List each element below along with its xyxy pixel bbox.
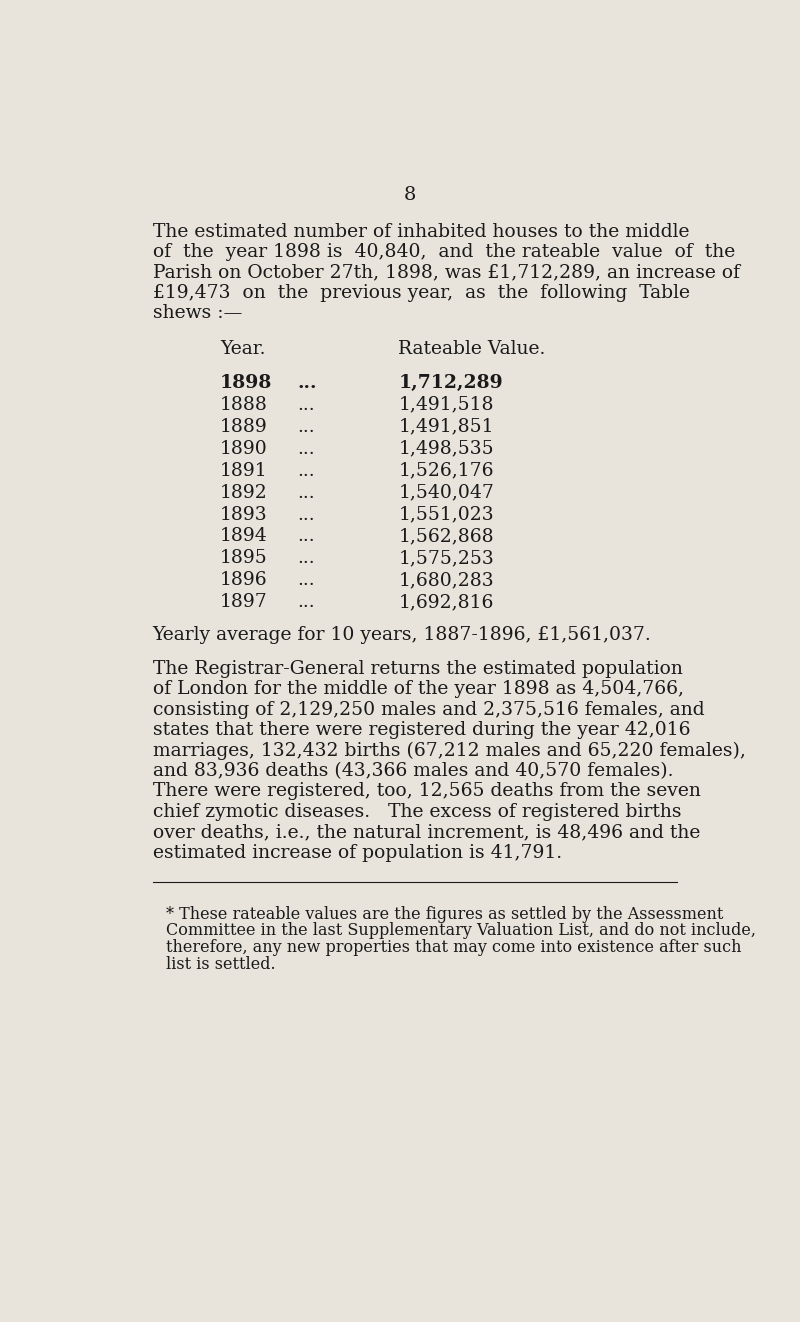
- Text: over deaths, i.e., the natural increment, is 48,496 and the: over deaths, i.e., the natural increment…: [153, 824, 700, 841]
- Text: 1,575,253: 1,575,253: [398, 550, 494, 567]
- Text: 1898: 1898: [220, 374, 273, 391]
- Text: states that there were registered during the year 42,016: states that there were registered during…: [153, 720, 690, 739]
- Text: 1894: 1894: [220, 527, 268, 546]
- Text: ...: ...: [298, 374, 317, 391]
- Text: 1,540,047: 1,540,047: [398, 484, 494, 501]
- Text: 1,526,176: 1,526,176: [398, 461, 494, 480]
- Text: ...: ...: [298, 395, 315, 414]
- Text: ...: ...: [298, 505, 315, 524]
- Text: marriages, 132,432 births (67,212 males and 65,220 females),: marriages, 132,432 births (67,212 males …: [153, 742, 746, 760]
- Text: 1889: 1889: [220, 418, 268, 436]
- Text: 1,491,851: 1,491,851: [398, 418, 494, 436]
- Text: 1890: 1890: [220, 440, 268, 457]
- Text: list is settled.: list is settled.: [166, 956, 275, 973]
- Text: ...: ...: [298, 571, 315, 590]
- Text: £19,473  on  the  previous year,  as  the  following  Table: £19,473 on the previous year, as the fol…: [153, 284, 690, 301]
- Text: There were registered, too, 12,565 deaths from the seven: There were registered, too, 12,565 death…: [153, 783, 701, 800]
- Text: consisting of 2,129,250 males and 2,375,516 females, and: consisting of 2,129,250 males and 2,375,…: [153, 701, 704, 719]
- Text: chief zymotic diseases.   The excess of registered births: chief zymotic diseases. The excess of re…: [153, 802, 682, 821]
- Text: ...: ...: [298, 550, 315, 567]
- Text: of London for the middle of the year 1898 as 4,504,766,: of London for the middle of the year 189…: [153, 681, 684, 698]
- Text: 1,680,283: 1,680,283: [398, 571, 494, 590]
- Text: Rateable Value.: Rateable Value.: [398, 340, 546, 358]
- Text: Year.: Year.: [220, 340, 266, 358]
- Text: 1897: 1897: [220, 594, 268, 611]
- Text: 1,712,289: 1,712,289: [398, 374, 503, 391]
- Text: 1896: 1896: [220, 571, 268, 590]
- Text: 1,491,518: 1,491,518: [398, 395, 494, 414]
- Text: The estimated number of inhabited houses to the middle: The estimated number of inhabited houses…: [153, 222, 690, 241]
- Text: ...: ...: [298, 440, 315, 457]
- Text: 8: 8: [404, 185, 416, 204]
- Text: 1,692,816: 1,692,816: [398, 594, 494, 611]
- Text: ...: ...: [298, 484, 315, 501]
- Text: 1895: 1895: [220, 550, 268, 567]
- Text: ...: ...: [298, 527, 315, 546]
- Text: Committee in the last Supplementary Valuation List, and do not include,: Committee in the last Supplementary Valu…: [166, 923, 756, 940]
- Text: 1,562,868: 1,562,868: [398, 527, 494, 546]
- Text: therefore, any new properties that may come into existence after such: therefore, any new properties that may c…: [166, 940, 742, 956]
- Text: 1891: 1891: [220, 461, 268, 480]
- Text: estimated increase of population is 41,791.: estimated increase of population is 41,7…: [153, 843, 562, 862]
- Text: 1,498,535: 1,498,535: [398, 440, 494, 457]
- Text: and 83,936 deaths (43,366 males and 40,570 females).: and 83,936 deaths (43,366 males and 40,5…: [153, 761, 674, 780]
- Text: 1,551,023: 1,551,023: [398, 505, 494, 524]
- Text: shews :—: shews :—: [153, 304, 242, 323]
- Text: ...: ...: [298, 461, 315, 480]
- Text: The Registrar-General returns the estimated population: The Registrar-General returns the estima…: [153, 660, 682, 678]
- Text: ...: ...: [298, 418, 315, 436]
- Text: Yearly average for 10 years, 1887-1896, £1,561,037.: Yearly average for 10 years, 1887-1896, …: [153, 627, 651, 644]
- Text: Parish on October 27th, 1898, was £1,712,289, an increase of: Parish on October 27th, 1898, was £1,712…: [153, 263, 740, 282]
- Text: of  the  year 1898 is  40,840,  and  the rateable  value  of  the: of the year 1898 is 40,840, and the rate…: [153, 243, 735, 260]
- Text: * These rateable values are the figures as settled by the Assessment: * These rateable values are the figures …: [166, 906, 723, 923]
- Text: 1888: 1888: [220, 395, 268, 414]
- Text: 1892: 1892: [220, 484, 268, 501]
- Text: 1893: 1893: [220, 505, 268, 524]
- Text: ...: ...: [298, 594, 315, 611]
